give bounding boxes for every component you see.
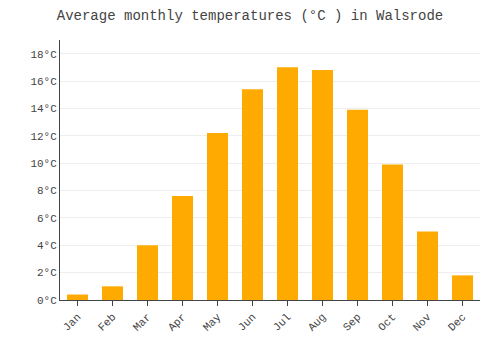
svg-text:18°C: 18°C: [30, 49, 57, 61]
svg-text:Sep: Sep: [341, 311, 363, 333]
svg-text:May: May: [201, 311, 224, 334]
svg-text:Jul: Jul: [271, 311, 293, 333]
svg-text:Mar: Mar: [131, 311, 153, 333]
svg-text:12°C: 12°C: [30, 131, 57, 143]
svg-text:Aug: Aug: [306, 311, 328, 333]
svg-text:14°C: 14°C: [30, 103, 57, 115]
svg-text:6°C: 6°C: [37, 213, 57, 225]
svg-text:10°C: 10°C: [30, 158, 57, 170]
svg-text:4°C: 4°C: [37, 240, 57, 252]
svg-text:Average monthly temperatures (: Average monthly temperatures (°C ) in Wa…: [57, 8, 443, 24]
svg-text:Apr: Apr: [166, 311, 188, 333]
svg-text:16°C: 16°C: [30, 76, 57, 88]
svg-text:Feb: Feb: [96, 311, 118, 333]
svg-text:Oct: Oct: [376, 311, 398, 333]
svg-text:0°C: 0°C: [37, 295, 57, 307]
svg-text:Jun: Jun: [236, 311, 258, 333]
svg-text:8°C: 8°C: [37, 185, 57, 197]
svg-text:2°C: 2°C: [37, 267, 57, 279]
svg-text:Jan: Jan: [61, 311, 83, 333]
svg-text:Nov: Nov: [411, 311, 434, 334]
svg-text:Dec: Dec: [446, 311, 468, 333]
